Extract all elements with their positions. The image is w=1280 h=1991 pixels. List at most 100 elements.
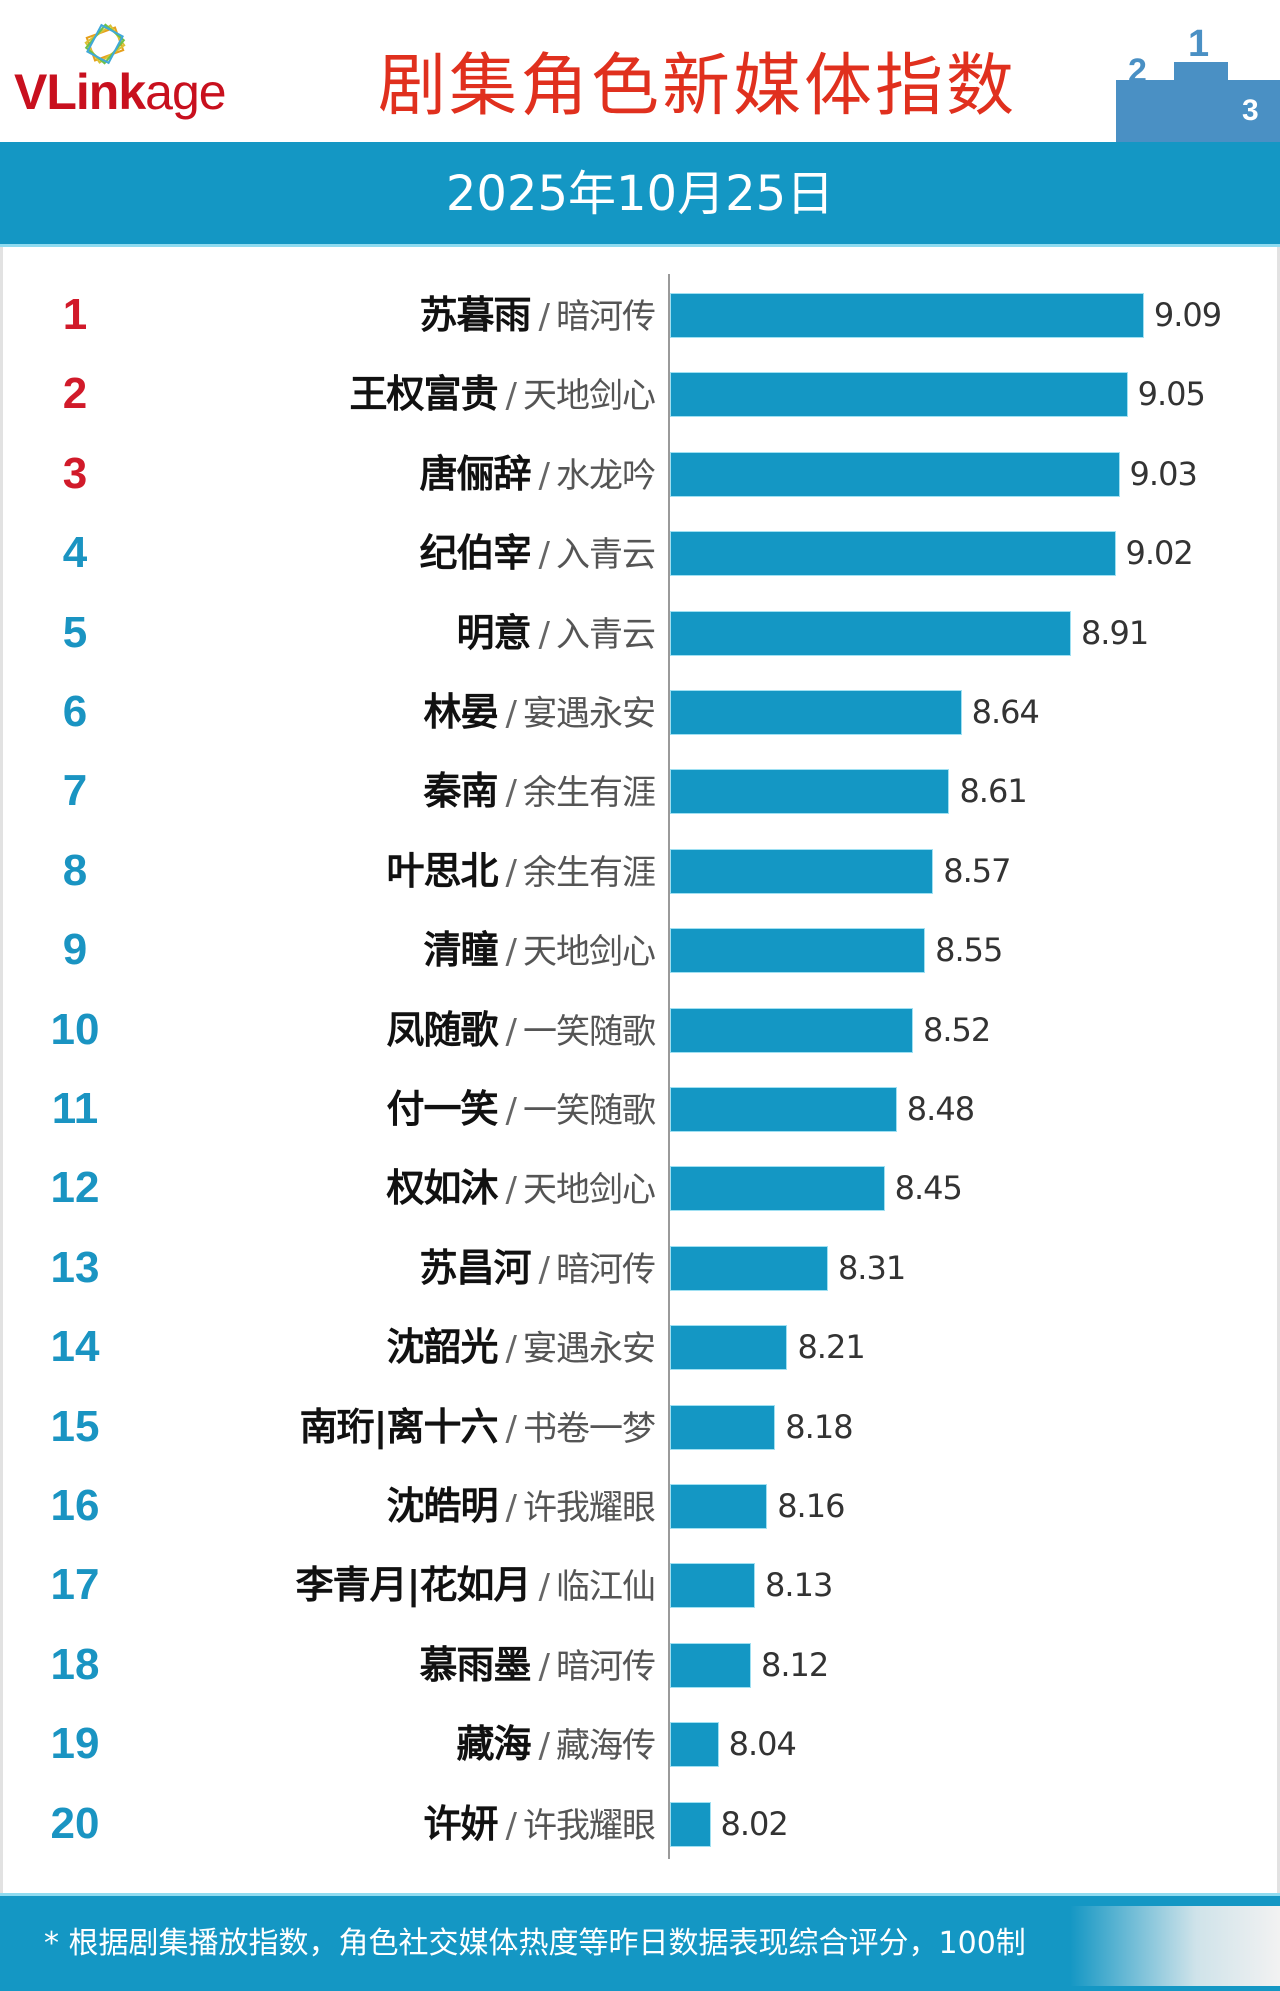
footer-fade bbox=[1070, 1906, 1280, 1986]
label-separator: / bbox=[538, 1646, 550, 1687]
logo-bold: VLink bbox=[14, 64, 146, 120]
rank-number: 4 bbox=[62, 528, 88, 578]
score-value: 8.55 bbox=[935, 931, 1003, 970]
score-bar bbox=[670, 769, 950, 815]
character-name: 沈韶光 bbox=[386, 1325, 499, 1370]
drama-title: 许我耀眼 bbox=[523, 1805, 656, 1846]
row-label: 沈皓明 / 许我耀眼 bbox=[386, 1480, 656, 1532]
logo-frames-icon bbox=[84, 23, 126, 65]
row-label: 付一笑 / 一笑随歌 bbox=[387, 1083, 656, 1135]
ranking-row: 11 付一笑 / 一笑随歌 8.48 bbox=[0, 1073, 1280, 1145]
score-bar bbox=[670, 1166, 885, 1212]
ranking-row: 5 明意 / 入青云 8.91 bbox=[0, 597, 1280, 669]
label-separator: / bbox=[538, 1567, 550, 1608]
score-bar bbox=[670, 1007, 913, 1053]
score-value: 8.52 bbox=[923, 1010, 991, 1049]
score-bar bbox=[670, 1722, 719, 1768]
score-bar bbox=[670, 293, 1144, 338]
footnote: * 根据剧集播放指数，角色社交媒体热度等昨日数据表现综合评分，100制 bbox=[44, 1926, 1026, 1961]
label-separator: / bbox=[505, 1488, 517, 1528]
ranking-row: 13 苏昌河 / 暗河传 8.31 bbox=[0, 1232, 1280, 1304]
rank-number: 7 bbox=[62, 766, 88, 816]
ranking-row: 18 慕雨墨 / 暗河传 8.12 bbox=[0, 1629, 1280, 1701]
score-value: 8.13 bbox=[765, 1566, 833, 1605]
ranking-row: 7 秦南 / 余生有涯 8.61 bbox=[0, 755, 1280, 827]
label-separator: / bbox=[505, 1329, 517, 1370]
character-name: 纪伯宰 bbox=[419, 531, 532, 576]
score-bar bbox=[670, 1484, 768, 1529]
chart-axis bbox=[668, 274, 670, 1859]
row-label: 王权富贵 / 天地剑心 bbox=[350, 368, 656, 420]
rank-number: 13 bbox=[50, 1242, 100, 1292]
ranking-row: 12 权如沐 / 天地剑心 8.45 bbox=[0, 1152, 1280, 1224]
score-value: 8.16 bbox=[777, 1487, 845, 1525]
rank-number: 14 bbox=[50, 1322, 100, 1372]
rank-number: 17 bbox=[50, 1560, 100, 1610]
score-bar bbox=[670, 690, 962, 735]
score-bar bbox=[670, 1642, 751, 1688]
drama-title: 余生有涯 bbox=[523, 773, 656, 814]
score-bar bbox=[670, 1325, 788, 1371]
ranking-row: 3 唐俪辞 / 水龙吟 9.03 bbox=[0, 438, 1280, 510]
rank-number: 10 bbox=[50, 1004, 100, 1054]
rank-number: 3 bbox=[62, 448, 88, 498]
character-name: 苏暮雨 bbox=[419, 293, 532, 337]
label-separator: / bbox=[505, 694, 517, 734]
character-name: 林晏 bbox=[423, 690, 499, 734]
drama-title: 书卷一梦 bbox=[523, 1408, 656, 1449]
rank-number: 5 bbox=[62, 607, 88, 657]
row-label: 沈韶光 / 宴遇永安 bbox=[386, 1321, 656, 1373]
score-bar bbox=[670, 451, 1120, 497]
score-value: 9.09 bbox=[1153, 296, 1222, 334]
drama-title: 暗河传 bbox=[556, 297, 656, 337]
character-name: 沈皓明 bbox=[386, 1484, 499, 1528]
ranking-row: 1 苏暮雨 / 暗河传 9.09 bbox=[0, 279, 1280, 351]
character-name: 慕雨墨 bbox=[419, 1642, 532, 1687]
rank-number: 9 bbox=[62, 925, 88, 975]
vlinkage-logo: VLinkage bbox=[14, 22, 284, 122]
score-bar bbox=[670, 1245, 828, 1291]
drama-title: 天地剑心 bbox=[523, 376, 656, 417]
drama-title: 许我耀眼 bbox=[523, 1488, 656, 1528]
date-label: 2025年10月25日 bbox=[445, 166, 835, 222]
character-name: 苏昌河 bbox=[419, 1245, 532, 1290]
label-separator: / bbox=[505, 1408, 517, 1449]
score-bar bbox=[670, 928, 926, 974]
score-bar bbox=[670, 1801, 711, 1847]
ranking-row: 8 叶思北 / 余生有涯 8.57 bbox=[0, 835, 1280, 907]
page-title: 剧集角色新媒体指数 bbox=[378, 47, 1018, 126]
label-separator: / bbox=[505, 1805, 517, 1846]
score-value: 8.31 bbox=[837, 1248, 906, 1287]
score-value: 8.61 bbox=[959, 772, 1027, 811]
label-separator: / bbox=[505, 376, 517, 417]
label-separator: / bbox=[505, 773, 517, 814]
rank-number: 18 bbox=[50, 1639, 100, 1689]
score-bar bbox=[670, 1087, 897, 1132]
label-separator: / bbox=[538, 297, 550, 337]
rank-number: 11 bbox=[51, 1084, 99, 1133]
character-name: 凤随歌 bbox=[386, 1007, 499, 1052]
label-separator: / bbox=[538, 455, 550, 496]
ranking-row: 15 南珩|离十六 / 书卷一梦 8.18 bbox=[0, 1391, 1280, 1463]
logo-text: VLinkage bbox=[14, 62, 227, 122]
drama-title: 暗河传 bbox=[556, 1249, 656, 1290]
ranking-row: 10 凤随歌 / 一笑随歌 8.52 bbox=[0, 994, 1280, 1066]
ranking-chart: 1 苏暮雨 / 暗河传 9.09 2 王权富贵 / 天地剑心 9.05 3 唐俪辞 / 水龙吟 9.03 4 纪… bbox=[0, 250, 1280, 1880]
score-bar bbox=[670, 848, 934, 894]
score-value: 8.21 bbox=[797, 1328, 865, 1367]
row-label: 苏暮雨 / 暗河传 bbox=[419, 289, 656, 341]
label-separator: / bbox=[505, 932, 517, 973]
score-bar bbox=[670, 1404, 776, 1450]
row-label: 清瞳 / 天地剑心 bbox=[424, 924, 656, 976]
rank-number: 12 bbox=[50, 1163, 100, 1213]
label-separator: / bbox=[505, 1170, 517, 1211]
ranking-row: 4 纪伯宰 / 入青云 9.02 bbox=[0, 517, 1280, 589]
character-name: 南珩|离十六 bbox=[299, 1404, 499, 1449]
rank-number: 2 bbox=[62, 369, 88, 419]
svg-text:2: 2 bbox=[1128, 52, 1147, 90]
header: VLinkage 剧集角色新媒体指数 2 1 3 bbox=[0, 0, 1280, 142]
ranking-row: 20 许妍 / 许我耀眼 8.02 bbox=[0, 1788, 1280, 1860]
row-label: 秦南 / 余生有涯 bbox=[424, 765, 656, 817]
score-value: 9.03 bbox=[1129, 454, 1198, 493]
score-value: 8.18 bbox=[785, 1407, 853, 1446]
